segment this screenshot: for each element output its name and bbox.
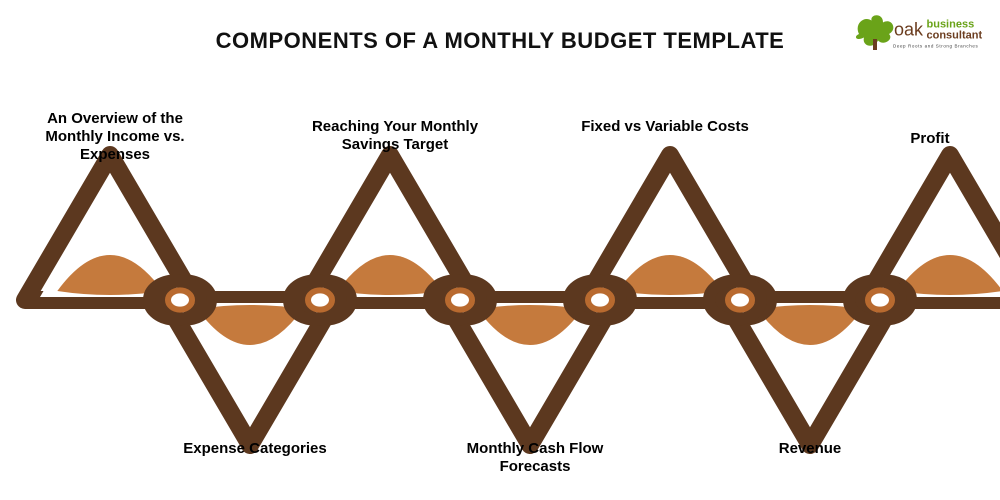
logo-bottom-text: consultant — [927, 30, 983, 42]
chain-label-6: Profit — [870, 130, 990, 148]
connector-ring-1 — [289, 281, 351, 320]
chain-label-0: An Overview of the Monthly Income vs. Ex… — [25, 110, 205, 164]
connector-ring-4 — [709, 281, 771, 320]
logo-top-text: business — [927, 19, 975, 31]
leaf-icon — [856, 15, 893, 50]
ring-inner — [448, 290, 472, 309]
connector-ring-3 — [569, 281, 631, 320]
brand-logo: oak business consultant Deep Roots and S… — [844, 10, 984, 58]
chain-label-4: Fixed vs Variable Costs — [580, 118, 750, 136]
ring-inner — [588, 290, 612, 309]
chain-label-5: Revenue — [740, 440, 880, 458]
connector-ring-2 — [429, 281, 491, 320]
ring-inner — [308, 290, 332, 309]
chain-label-2: Reaching Your Monthly Savings Target — [295, 118, 495, 154]
chain-label-3: Monthly Cash Flow Forecasts — [445, 440, 625, 476]
connector-ring-5 — [849, 281, 911, 320]
logo-tagline: Deep Roots and Strong Branches — [893, 44, 978, 49]
ring-inner — [168, 290, 192, 309]
logo-main-text: oak — [894, 20, 924, 40]
brand-logo-svg: oak business consultant Deep Roots and S… — [844, 10, 984, 58]
connector-ring-0 — [149, 281, 211, 320]
chain-label-1: Expense Categories — [165, 440, 345, 458]
ring-inner — [728, 290, 752, 309]
chain-diagram: An Overview of the Monthly Income vs. Ex… — [0, 100, 1000, 460]
ring-inner — [868, 290, 892, 309]
